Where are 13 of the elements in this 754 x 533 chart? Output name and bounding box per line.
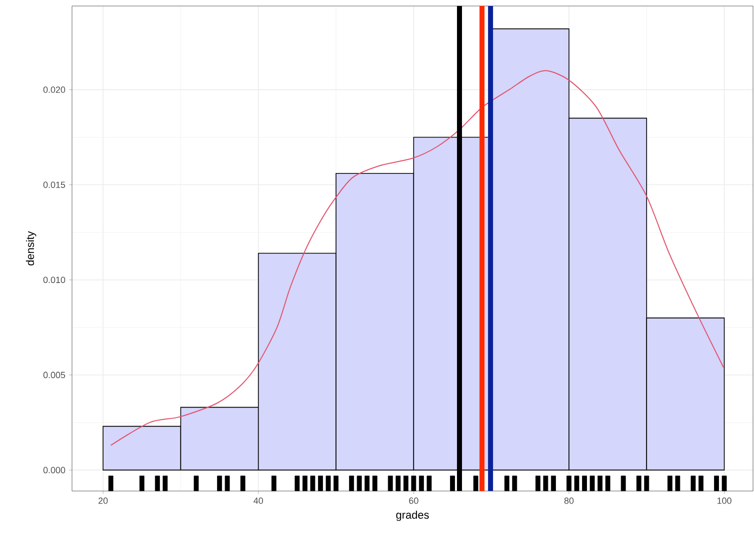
x-tick-label: 100 — [717, 498, 732, 504]
x-axis-title: grades — [396, 510, 429, 521]
y-axis-title: density — [26, 231, 36, 266]
x-tick-label: 80 — [564, 498, 574, 504]
y-tick-label: 0.005 — [43, 372, 66, 378]
y-tick-label: 0.020 — [43, 86, 66, 93]
y-tick-label: 0.015 — [43, 182, 66, 188]
y-tick-label: 0.000 — [43, 466, 66, 474]
x-tick-label: 60 — [409, 498, 418, 504]
x-tick-label: 40 — [254, 498, 264, 504]
x-tick-label: 20 — [98, 498, 108, 504]
line-series — [110, 70, 724, 446]
y-tick-label: 0.010 — [43, 276, 66, 284]
